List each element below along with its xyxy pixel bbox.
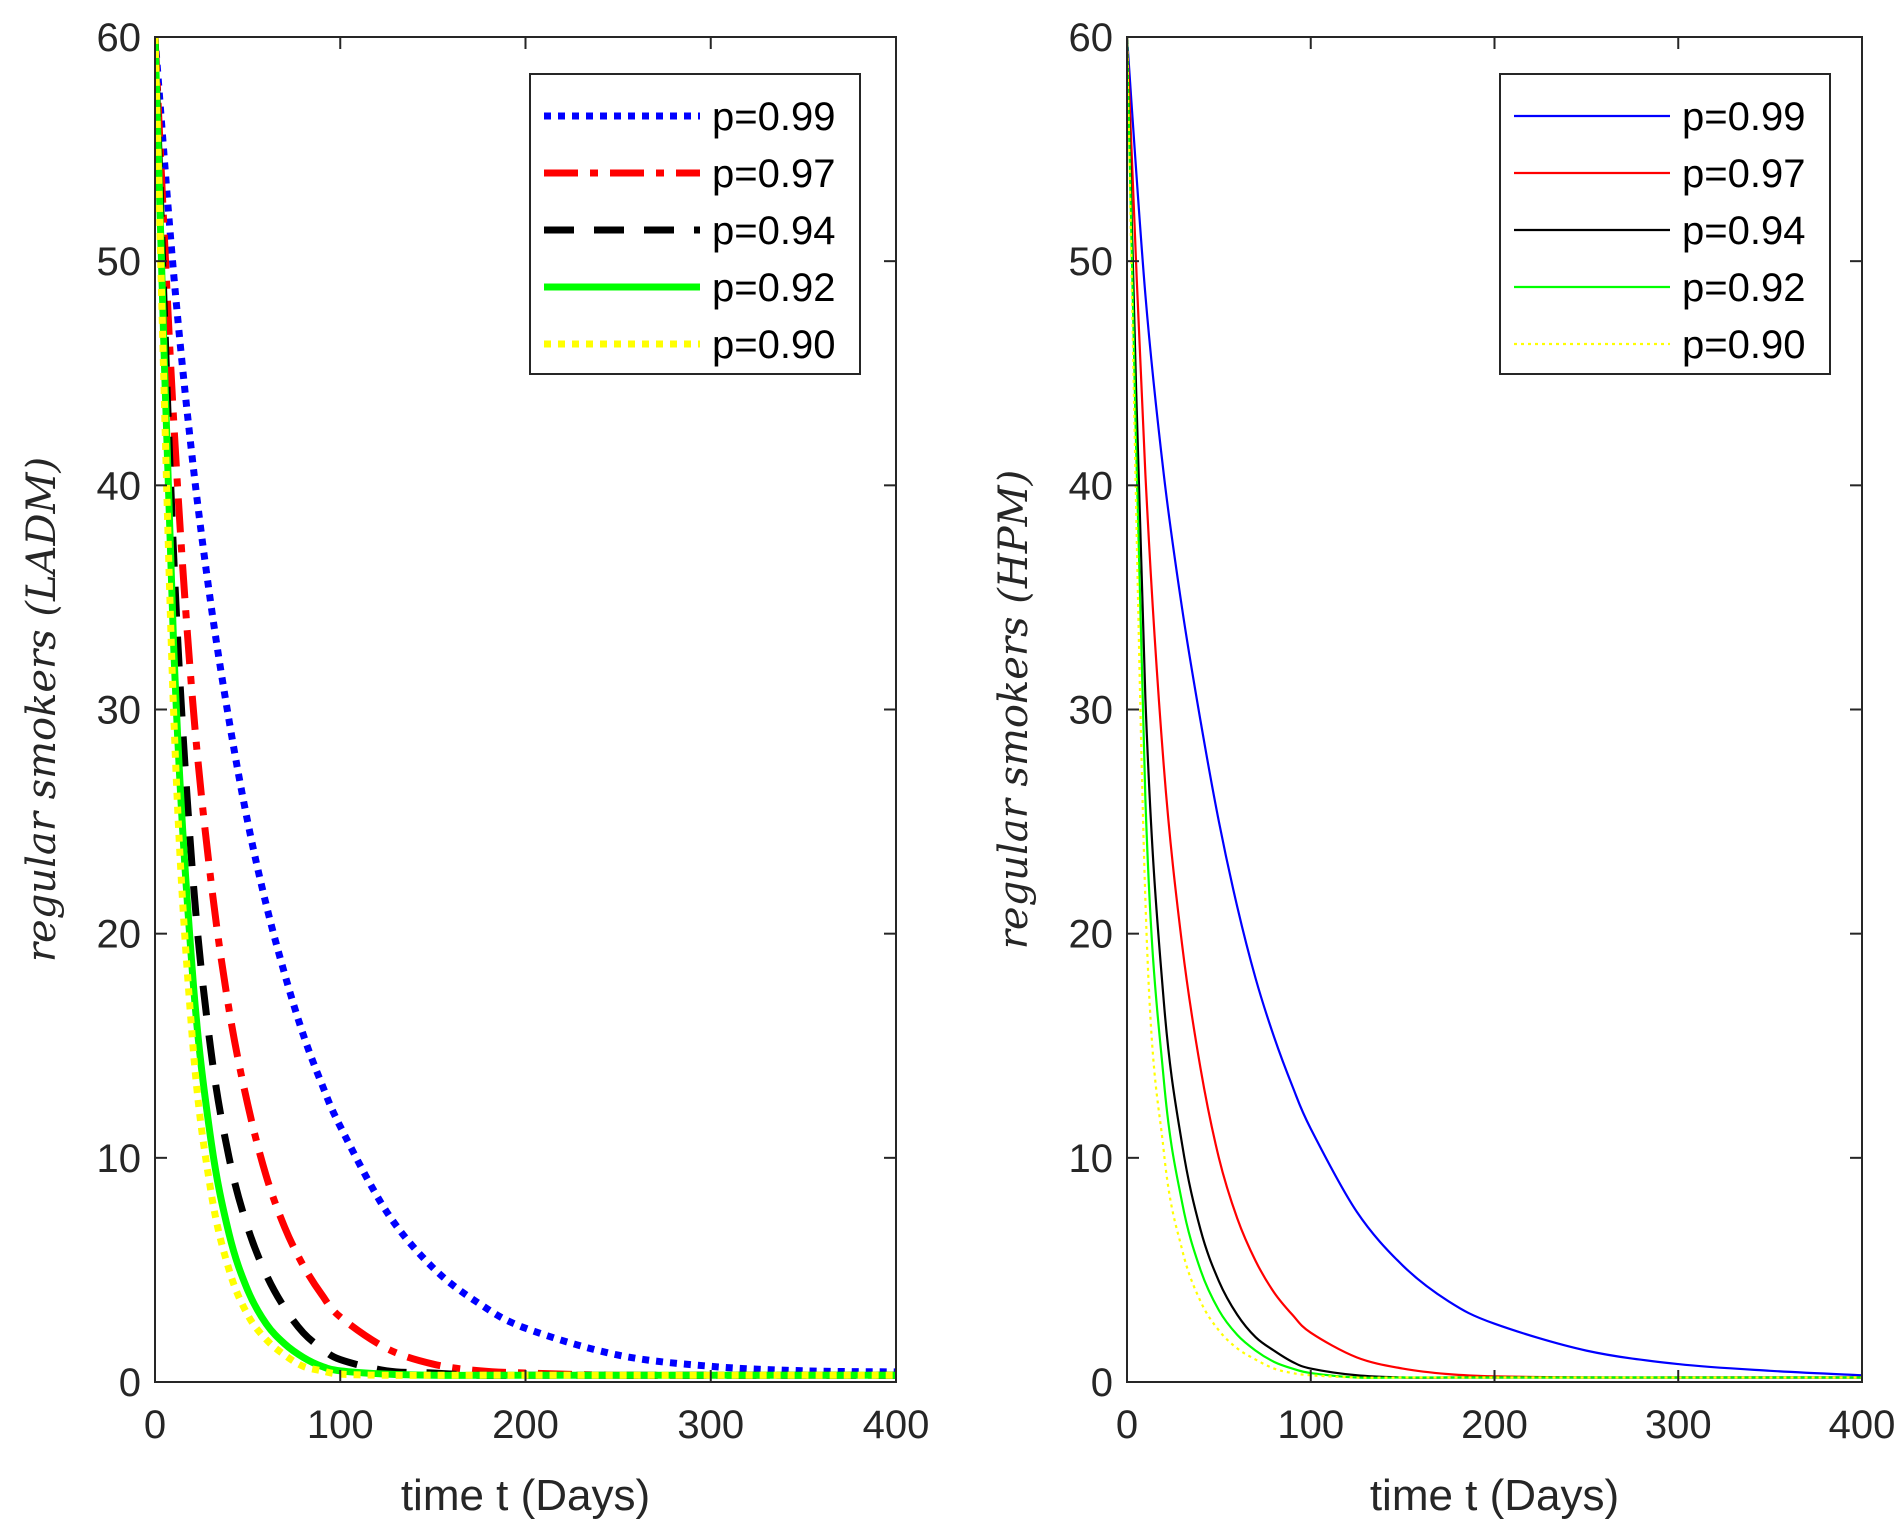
x-tick-label: 300 — [677, 1403, 744, 1447]
legend-label: p=0.94 — [712, 209, 835, 253]
series-line-p=0.92 — [155, 37, 896, 1379]
y-tick-label: 0 — [119, 1361, 141, 1405]
series-line-p=0.90 — [1127, 37, 1862, 1379]
x-tick-label: 200 — [1461, 1403, 1528, 1447]
legend-label: p=0.97 — [712, 152, 835, 196]
chart-ladm: 0 100 200 300 400 0 10 20 30 40 50 60 time t (Days) r… — [19, 16, 929, 1520]
x-tick-label: 100 — [307, 1403, 374, 1447]
y-tick-label: 60 — [97, 16, 142, 60]
legend-label: p=0.92 — [712, 266, 835, 310]
y-axis-label: regular smokers (HPM) — [991, 470, 1037, 949]
series-line-p=0.99 — [155, 37, 896, 1376]
y-tick-label: 40 — [97, 464, 142, 508]
legend: p=0.99 p=0.97 p=0.94 p=0.92 p=0.90 — [529, 73, 861, 375]
x-tick-label: 0 — [144, 1403, 166, 1447]
y-axis-label: regular smokers (LADM) — [19, 457, 65, 962]
series-line-p=0.99 — [1127, 37, 1862, 1377]
series-line-p=0.94 — [155, 37, 896, 1379]
y-tick-label: 30 — [97, 689, 142, 733]
series-lines — [1127, 37, 1862, 1379]
legend-box — [1499, 73, 1831, 375]
x-tick-label: 300 — [1645, 1403, 1712, 1447]
y-tick-label: 20 — [97, 913, 142, 957]
legend-label: p=0.94 — [1682, 209, 1805, 253]
legend-label: p=0.90 — [1682, 323, 1805, 367]
legend-label: p=0.99 — [712, 95, 835, 139]
x-axis-label: time t (Days) — [401, 1471, 650, 1520]
series-lines — [155, 37, 896, 1379]
y-tick-label: 0 — [1091, 1361, 1113, 1405]
y-tick-label: 30 — [1069, 689, 1114, 733]
legend-box — [529, 73, 861, 375]
x-tick-label: 100 — [1277, 1403, 1344, 1447]
x-tick-label: 400 — [863, 1403, 930, 1447]
y-tick-label: 20 — [1069, 913, 1114, 957]
x-tick-label: 200 — [492, 1403, 559, 1447]
legend-label: p=0.90 — [712, 323, 835, 367]
chart-hpm: 0 100 200 300 400 0 10 20 30 40 50 60 time t (Days) r… — [991, 16, 1895, 1520]
y-tick-label: 60 — [1069, 16, 1114, 60]
legend-label: p=0.92 — [1682, 266, 1805, 310]
y-tick-label: 50 — [1069, 240, 1114, 284]
y-tick-label: 10 — [97, 1137, 142, 1181]
x-tick-label: 400 — [1829, 1403, 1896, 1447]
legend: p=0.99 p=0.97 p=0.94 p=0.92 p=0.90 — [1499, 73, 1831, 375]
y-tick-label: 40 — [1069, 464, 1114, 508]
series-line-p=0.92 — [1127, 37, 1862, 1379]
y-tick-label: 50 — [97, 240, 142, 284]
y-tick-label: 10 — [1069, 1137, 1114, 1181]
legend-label: p=0.99 — [1682, 95, 1805, 139]
legend-label: p=0.97 — [1682, 152, 1805, 196]
x-axis-label: time t (Days) — [1370, 1471, 1619, 1520]
x-tick-label: 0 — [1116, 1403, 1138, 1447]
